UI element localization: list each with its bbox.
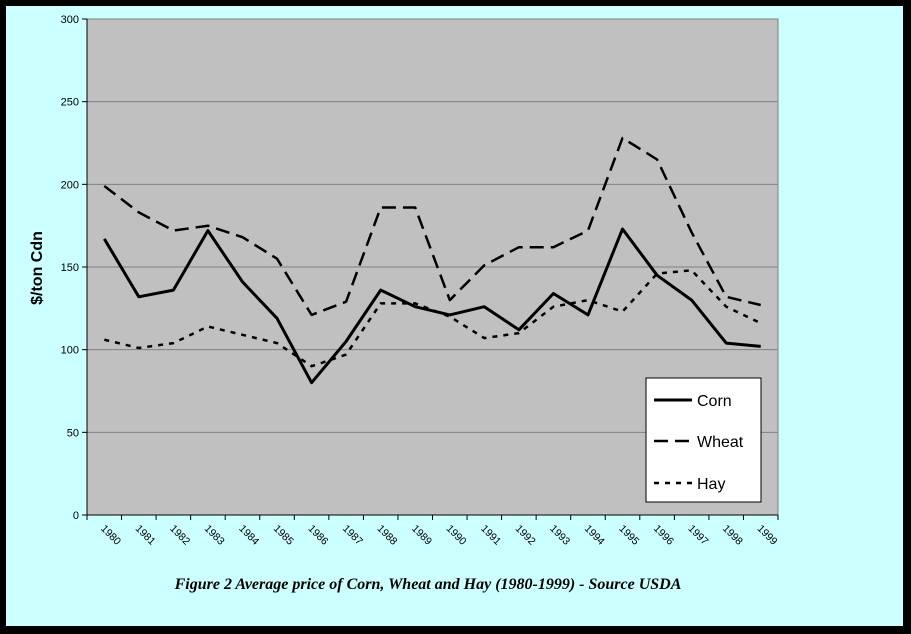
x-tick-label: 1997	[686, 523, 711, 548]
series-line-wheat	[103, 136, 761, 317]
legend-label-corn: Corn	[697, 393, 732, 410]
x-tick-label: 1991	[478, 523, 503, 548]
y-tick-label: 0	[73, 510, 79, 522]
x-tick-label: 1990	[444, 523, 469, 548]
x-tick-label: 1985	[271, 523, 296, 548]
x-tick-label: 1993	[547, 523, 572, 548]
x-tick-label: 1986	[305, 523, 330, 548]
y-tick-label: 200	[61, 179, 79, 191]
x-tick-label: 1995	[616, 523, 641, 548]
x-tick-label: 1996	[651, 523, 676, 548]
chart-frame: 0 50 100 150 200 250 300 1980 1981 1982 1983 1984 1…	[6, 6, 903, 626]
y-axis-label: $/ton Cdn	[29, 231, 46, 305]
y-tick-label: 300	[61, 14, 79, 26]
series-line-hay	[104, 269, 762, 368]
x-tick-label: 1994	[582, 523, 607, 548]
x-axis-ticks: 1980 1981 1982 1983 1984 1985 1986 1987 1988 1989…	[86, 515, 780, 548]
series-line-corn	[103, 227, 761, 385]
x-tick-label: 1983	[202, 523, 227, 548]
x-tick-label: 1992	[513, 523, 538, 548]
legend-label-hay: Hay	[697, 476, 725, 493]
x-tick-label: 1998	[720, 523, 745, 548]
x-tick-label: 1982	[167, 523, 192, 548]
legend-label-wheat: Wheat	[697, 434, 744, 451]
x-tick-label: 1987	[340, 523, 365, 548]
x-tick-label: 1999	[755, 523, 780, 548]
y-tick-label: 150	[61, 262, 79, 274]
x-tick-label: 1980	[98, 523, 123, 548]
x-tick-label: 1984	[236, 523, 261, 548]
y-tick-label: 50	[67, 427, 79, 439]
figure-caption: Figure 2 Average price of Corn, Wheat an…	[174, 576, 682, 593]
x-tick-label: 1988	[375, 523, 400, 548]
x-tick-label: 1981	[133, 523, 158, 548]
legend: Corn Wheat Hay	[645, 377, 762, 503]
y-axis-ticks: 0 50 100 150 200 250 300	[61, 14, 87, 522]
y-tick-label: 250	[61, 97, 79, 109]
series-lines	[103, 136, 762, 385]
y-tick-label: 100	[61, 345, 79, 357]
x-tick-label: 1989	[409, 523, 434, 548]
